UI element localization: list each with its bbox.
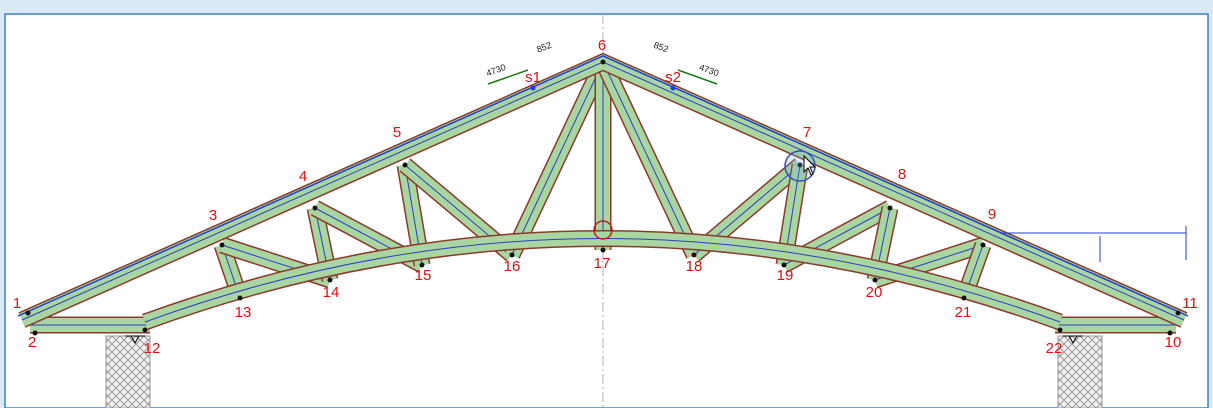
node[interactable] bbox=[601, 248, 606, 253]
section-label: s2 bbox=[665, 69, 681, 86]
node-label: 13 bbox=[235, 304, 252, 321]
section-label: s1 bbox=[525, 69, 541, 86]
node-label: 5 bbox=[393, 124, 401, 141]
node[interactable] bbox=[873, 278, 878, 283]
node-label: 3 bbox=[209, 207, 217, 224]
node[interactable] bbox=[981, 243, 986, 248]
node-label: 10 bbox=[1165, 334, 1182, 351]
node[interactable] bbox=[692, 253, 697, 258]
node[interactable] bbox=[313, 206, 318, 211]
node[interactable] bbox=[238, 296, 243, 301]
node-label: 4 bbox=[299, 168, 307, 185]
node-label: 16 bbox=[504, 258, 521, 275]
node-label: 15 bbox=[415, 267, 432, 284]
node-label: 14 bbox=[323, 284, 340, 301]
node[interactable] bbox=[601, 60, 606, 65]
node[interactable] bbox=[26, 311, 31, 316]
node[interactable] bbox=[220, 243, 225, 248]
node-label: 19 bbox=[777, 267, 794, 284]
node-label: 7 bbox=[803, 124, 811, 141]
node-label: 9 bbox=[988, 206, 996, 223]
node[interactable] bbox=[1058, 328, 1063, 333]
node-label: 17 bbox=[594, 255, 611, 272]
node-label: 11 bbox=[1182, 295, 1198, 312]
node[interactable] bbox=[403, 163, 408, 168]
node-label: 2 bbox=[28, 334, 36, 351]
node-label: 21 bbox=[955, 304, 972, 321]
node[interactable] bbox=[143, 328, 148, 333]
node[interactable] bbox=[510, 253, 515, 258]
node[interactable] bbox=[328, 278, 333, 283]
node[interactable] bbox=[888, 206, 893, 211]
section-point bbox=[531, 86, 536, 91]
node-label: 8 bbox=[898, 166, 906, 183]
support-column bbox=[1058, 336, 1102, 408]
node-label: 12 bbox=[144, 340, 161, 357]
truss-editor: 12345678910111213141516171819202122s1s24… bbox=[0, 0, 1213, 408]
node-label: 1 bbox=[13, 295, 21, 312]
node-label: 6 bbox=[598, 37, 606, 54]
node-label: 22 bbox=[1046, 340, 1063, 357]
node[interactable] bbox=[962, 296, 967, 301]
node-label: 20 bbox=[866, 284, 883, 301]
section-point bbox=[671, 86, 676, 91]
node-label: 18 bbox=[686, 258, 703, 275]
node[interactable] bbox=[1176, 311, 1181, 316]
